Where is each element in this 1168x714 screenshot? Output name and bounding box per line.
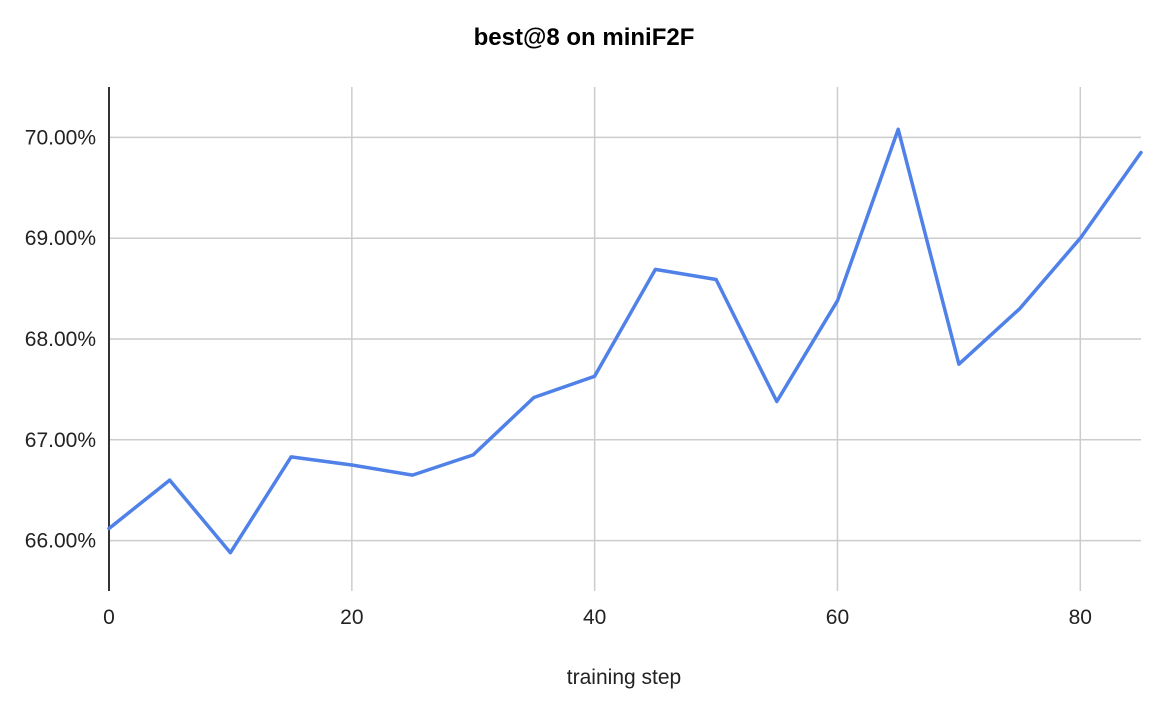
series-line — [107, 127, 1143, 555]
chart-title: best@8 on miniF2F — [474, 24, 695, 51]
y-tick-label: 68.00% — [25, 328, 96, 351]
y-tick-label: 70.00% — [25, 126, 96, 149]
y-tick-label: 67.00% — [25, 429, 96, 452]
x-tick-label: 40 — [583, 606, 606, 629]
y-tick-label: 69.00% — [25, 227, 96, 250]
x-tick-label: 80 — [1069, 606, 1092, 629]
x-tick-label: 0 — [103, 606, 115, 629]
gridlines — [109, 87, 1141, 591]
y-tick-label: 66.00% — [25, 530, 96, 553]
x-tick-label: 20 — [340, 606, 363, 629]
series-lines — [107, 127, 1143, 555]
x-axis-title: training step — [567, 666, 681, 689]
tick-labels: 66.00% 67.00% 68.00% 69.00% 70.00% 0 20 40 60 80 — [25, 126, 1092, 629]
x-tick-label: 60 — [826, 606, 849, 629]
